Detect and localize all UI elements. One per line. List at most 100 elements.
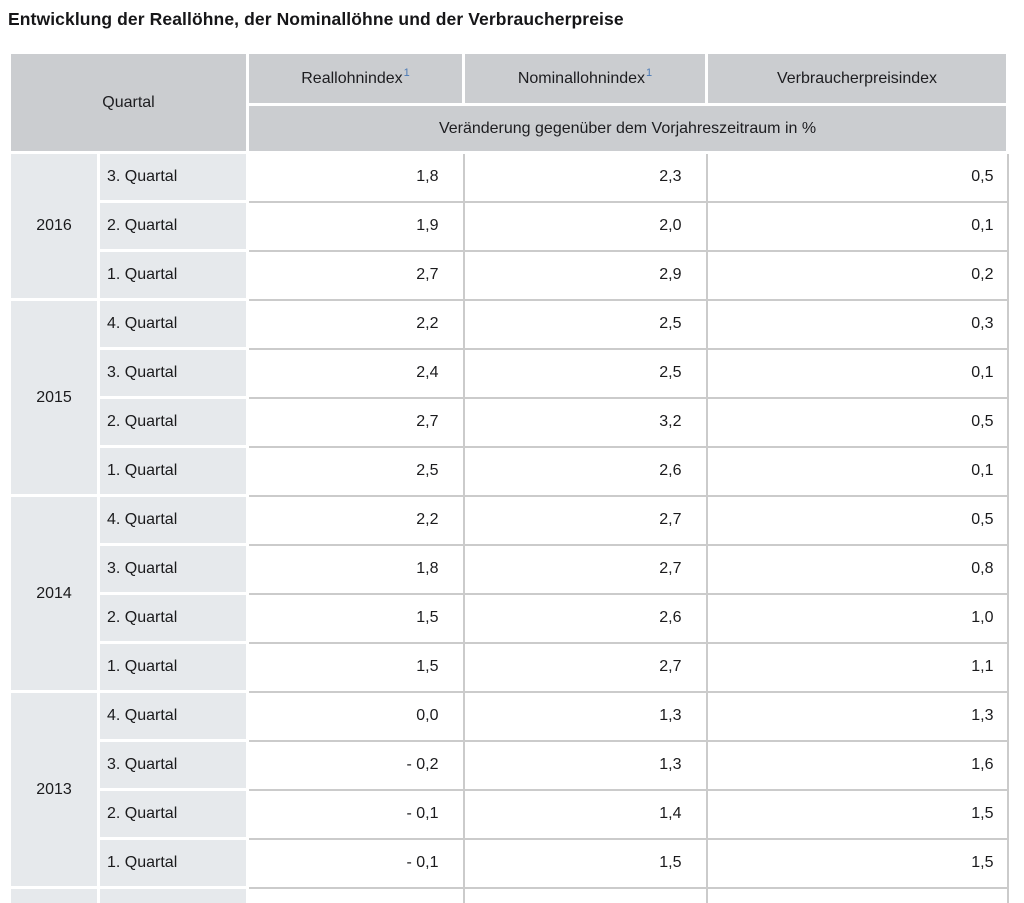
subheader-unit: Veränderung gegenüber dem Vorjahreszeitr… [246, 103, 1009, 154]
vpi-value: 0,1 [705, 200, 1009, 252]
quarter-cell: 3. Quartal [97, 151, 249, 203]
nominallohn-value: 2,7 [462, 494, 708, 546]
column-header-quartal-label: Quartal [102, 93, 155, 111]
reallohn-value: 2,2 [246, 494, 465, 546]
column-header-nominallohnindex-label: Nominallohnindex [517, 69, 646, 87]
table-row: 1. Quartal 2,5 2,6 0,1 [10, 445, 1009, 497]
year-cell: 2016 [8, 151, 100, 301]
year-cell: 2014 [8, 494, 100, 693]
table-row: 3. Quartal 2,4 2,5 0,1 [10, 347, 1009, 399]
reallohn-value: 2,7 [246, 396, 465, 448]
vpi-value: 0,5 [705, 396, 1009, 448]
vpi-value: 1,3 [705, 690, 1009, 742]
quarter-cell: 3. Quartal [97, 543, 249, 595]
quarter-cell: 2. Quartal [97, 788, 249, 840]
footnote-ref-icon[interactable]: 1 [646, 67, 653, 80]
quarter-cell: 2. Quartal [97, 200, 249, 252]
wage-price-table: Quartal Reallohnindex1 Nominallohnindex1… [8, 51, 1009, 903]
nominallohn-value: 3,2 [462, 396, 708, 448]
vpi-value: 0,5 [705, 494, 1009, 546]
nominallohn-value: 2,7 [462, 543, 708, 595]
table-row: 2013 4. Quartal 0,0 1,3 1,3 [8, 690, 1009, 889]
table-row: 3. Quartal - 0,2 1,3 1,6 [10, 739, 1009, 791]
quarter-cell: 1. Quartal [97, 249, 249, 301]
table-row: 2. Quartal 1,5 2,6 1,0 [10, 592, 1009, 644]
nominallohn-value: 2,5 [462, 298, 708, 350]
vpi-value: 1,0 [705, 592, 1009, 644]
nominallohn-value: 2,7 [462, 641, 708, 693]
vpi-value: 1,6 [705, 739, 1009, 791]
page-title: Entwicklung der Reallöhne, der Nominallö… [8, 9, 624, 29]
vpi-value [705, 886, 1009, 903]
table-row: 1. Quartal 2,7 2,9 0,2 [10, 249, 1009, 301]
nominallohn-value: 2,5 [462, 347, 708, 399]
reallohn-value: - 0,2 [246, 739, 465, 791]
vpi-value: 1,5 [705, 837, 1009, 889]
quarter-cell: 2. Quartal [97, 592, 249, 644]
table-row: 1. Quartal - 0,1 1,5 1,5 [10, 837, 1009, 889]
table-row: 2. Quartal - 0,1 1,4 1,5 [10, 788, 1009, 840]
reallohn-value: - 0,1 [246, 837, 465, 889]
header-row-2: Veränderung gegenüber dem Vorjahreszeitr… [10, 103, 1009, 154]
quarter-cell: 3. Quartal [97, 739, 249, 791]
reallohn-value: 2,5 [246, 445, 465, 497]
table-row: 2014 4. Quartal 2,2 2,7 0,5 [8, 494, 1009, 693]
reallohn-value: 2,7 [246, 249, 465, 301]
footnote-ref-icon[interactable]: 1 [403, 67, 410, 80]
column-header-reallohnindex-label: Reallohnindex [301, 69, 403, 87]
quarter-cell: 4. Quartal [97, 494, 249, 546]
vpi-value: 1,1 [705, 641, 1009, 693]
header-row-1: Quartal Reallohnindex1 Nominallohnindex1… [8, 51, 1009, 154]
column-header-reallohnindex: Reallohnindex1 [246, 51, 465, 106]
vpi-value: 1,5 [705, 788, 1009, 840]
reallohn-value: - 0,1 [246, 788, 465, 840]
table-row: 2015 4. Quartal 2,2 2,5 0,3 [8, 298, 1009, 497]
column-header-verbraucherpreisindex-label: Verbraucherpreisindex [776, 69, 938, 87]
table-row: 2. Quartal 2,7 3,2 0,5 [10, 396, 1009, 448]
nominallohn-value: 2,6 [462, 592, 708, 644]
quarter-cell: 2. Quartal [97, 396, 249, 448]
quarter-cell: 1. Quartal [97, 641, 249, 693]
quarter-cell: 1. Quartal [97, 837, 249, 889]
reallohn-value: 2,2 [246, 298, 465, 350]
nominallohn-value: 1,3 [462, 739, 708, 791]
reallohn-value: 2,4 [246, 347, 465, 399]
nominallohn-value: 1,4 [462, 788, 708, 840]
reallohn-value: 0,0 [246, 690, 465, 742]
nominallohn-value [462, 886, 708, 903]
vpi-value: 0,1 [705, 445, 1009, 497]
reallohn-value: 1,8 [246, 151, 465, 203]
nominallohn-value: 2,3 [462, 151, 708, 203]
nominallohn-value: 1,5 [462, 837, 708, 889]
reallohn-value: 1,9 [246, 200, 465, 252]
quarter-cell: 4. Quartal [97, 690, 249, 742]
column-header-nominallohnindex: Nominallohnindex1 [462, 51, 708, 106]
table-row: 2016 3. Quartal 1,8 2,3 0,5 [8, 151, 1009, 301]
quarter-cell: 4. Quartal [97, 298, 249, 350]
nominallohn-value: 2,6 [462, 445, 708, 497]
year-cell: 2013 [8, 690, 100, 889]
column-header-quartal: Quartal [8, 51, 249, 154]
nominallohn-value: 2,0 [462, 200, 708, 252]
reallohn-value: 1,5 [246, 641, 465, 693]
quarter-cell: 3. Quartal [97, 347, 249, 399]
table-row: 3. Quartal 1,8 2,7 0,8 [10, 543, 1009, 595]
table-row: 1. Quartal 1,5 2,7 1,1 [10, 641, 1009, 693]
nominallohn-value: 1,3 [462, 690, 708, 742]
vpi-value: 0,2 [705, 249, 1009, 301]
table-body: 2016 3. Quartal 1,8 2,3 0,5 2. Quartal 1… [8, 151, 1009, 903]
reallohn-value [246, 886, 465, 903]
table-row-partial [8, 886, 1009, 903]
reallohn-value: 1,5 [246, 592, 465, 644]
reallohn-value: 1,8 [246, 543, 465, 595]
vpi-value: 0,8 [705, 543, 1009, 595]
quarter-cell: 1. Quartal [97, 445, 249, 497]
nominallohn-value: 2,9 [462, 249, 708, 301]
column-header-verbraucherpreisindex: Verbraucherpreisindex [705, 51, 1009, 106]
year-cell: 2015 [8, 298, 100, 497]
year-cell [8, 886, 100, 903]
quarter-cell [97, 886, 249, 903]
vpi-value: 0,1 [705, 347, 1009, 399]
vpi-value: 0,3 [705, 298, 1009, 350]
